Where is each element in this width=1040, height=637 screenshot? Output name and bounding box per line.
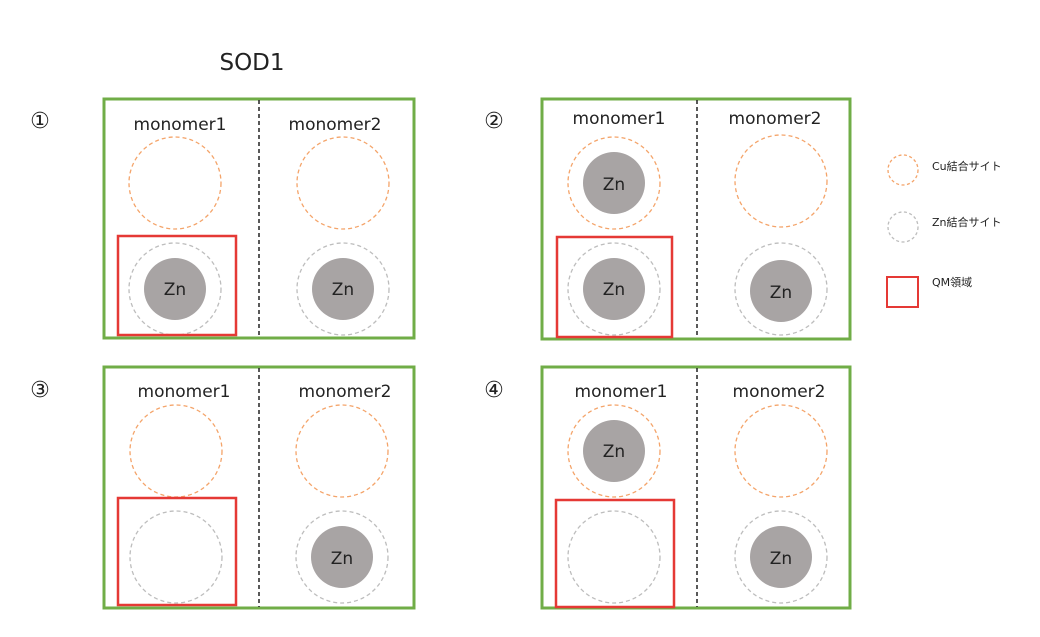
panel-1: ① monomer1 monomer2 Zn Zn	[30, 97, 416, 340]
panel-3: ③ monomer1 monomer2 Zn	[30, 365, 416, 610]
zn-ion	[583, 152, 645, 214]
monomer2-label: monomer2	[733, 382, 826, 402]
zn-ion-label: Zn	[770, 549, 792, 569]
zn-ion-label: Zn	[603, 442, 625, 462]
qm-region	[116, 234, 238, 337]
panel-number: ④	[484, 378, 504, 403]
panel-number: ②	[484, 109, 504, 134]
qm-region	[116, 496, 238, 607]
monomer1-label: monomer1	[575, 382, 668, 402]
zn-ion-label: Zn	[331, 549, 353, 569]
dimer-frame	[102, 97, 416, 340]
qm-region	[555, 235, 674, 339]
cu-binding-site	[734, 134, 828, 228]
qm-region	[554, 498, 676, 609]
zn-ion	[144, 258, 206, 320]
zn-binding-site	[129, 510, 223, 604]
monomer2-label: monomer2	[289, 115, 382, 135]
cu-binding-site	[296, 136, 390, 230]
zn-ion-label: Zn	[164, 280, 186, 300]
monomer2-label: monomer2	[299, 382, 392, 402]
panel-2: ② monomer1 monomer2 Zn Zn Zn	[484, 97, 852, 341]
panel-number: ①	[30, 109, 50, 134]
cu-binding-site	[295, 404, 389, 498]
zn-ion-label: Zn	[332, 280, 354, 300]
monomer1-label: monomer1	[134, 115, 227, 135]
panel-number: ③	[30, 378, 50, 403]
legend-qm-swatch	[886, 276, 919, 308]
dimer-frame	[102, 365, 416, 610]
zn-ion	[750, 260, 812, 322]
legend-cu-site-swatch	[887, 154, 919, 186]
zn-ion-label: Zn	[770, 283, 792, 303]
legend: Cu結合サイト Zn結合サイト QM領域	[886, 154, 1002, 308]
zn-binding-site	[567, 242, 661, 336]
zn-binding-site	[567, 510, 661, 604]
monomer1-label: monomer1	[573, 109, 666, 129]
zn-ion	[583, 420, 645, 482]
panel-4: ④ monomer1 monomer2 Zn Zn	[484, 365, 852, 610]
zn-ion	[311, 526, 373, 588]
legend-zn-label: Zn結合サイト	[932, 215, 1002, 229]
legend-qm-label: QM領域	[932, 275, 972, 289]
cu-binding-site	[128, 136, 222, 230]
cu-binding-site	[567, 136, 661, 230]
zn-ion-label: Zn	[603, 280, 625, 300]
zn-ion	[312, 258, 374, 320]
zn-ion	[583, 258, 645, 320]
dimer-frame	[540, 365, 852, 610]
cu-binding-site	[567, 404, 661, 498]
zn-binding-site	[734, 242, 828, 336]
diagram-title: SOD1	[219, 50, 284, 76]
zn-ion	[750, 526, 812, 588]
monomer1-label: monomer1	[138, 382, 231, 402]
legend-cu-label: Cu結合サイト	[932, 159, 1002, 173]
cu-binding-site	[734, 404, 828, 498]
legend-zn-site-swatch	[887, 211, 919, 243]
cu-binding-site	[129, 404, 223, 498]
zn-ion-label: Zn	[603, 175, 625, 195]
monomer2-label: monomer2	[729, 109, 822, 129]
zn-binding-site	[734, 510, 828, 604]
dimer-frame	[540, 97, 852, 341]
zn-binding-site	[295, 510, 389, 604]
zn-binding-site	[296, 242, 390, 336]
